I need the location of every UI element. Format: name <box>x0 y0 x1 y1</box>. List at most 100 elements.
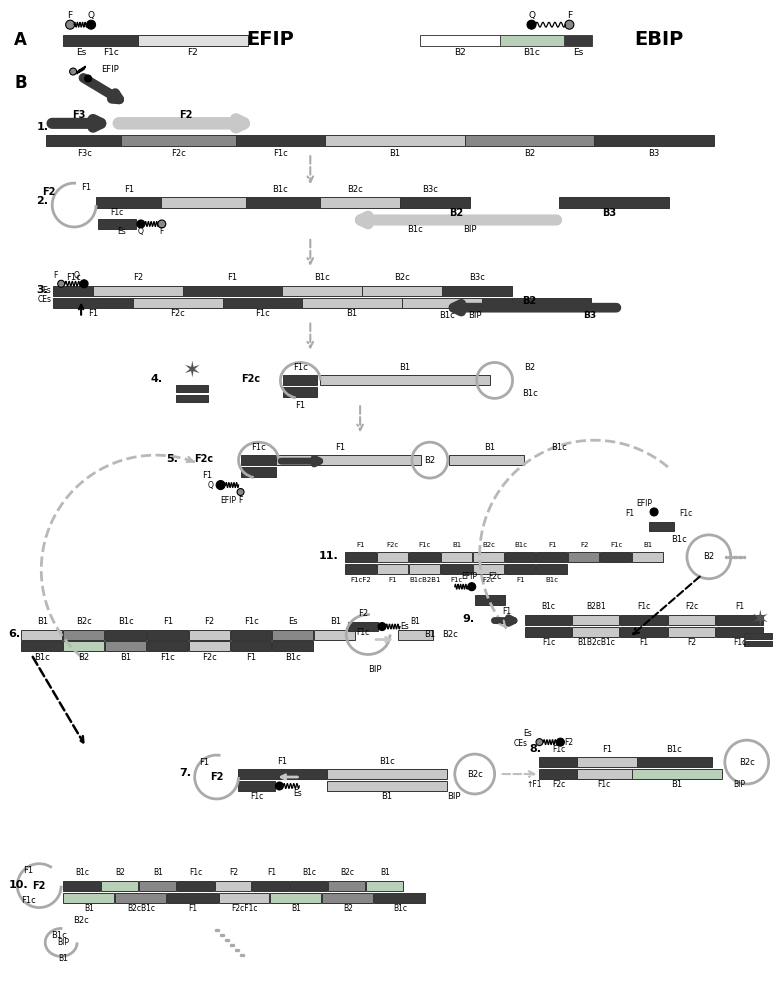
Circle shape <box>216 481 225 490</box>
Text: B3: B3 <box>602 208 616 218</box>
Bar <box>282 286 362 296</box>
Text: B1: B1 <box>292 904 301 913</box>
Bar <box>637 757 712 767</box>
Text: F: F <box>53 271 57 280</box>
Text: B1: B1 <box>329 617 341 626</box>
Text: B1c: B1c <box>671 535 687 544</box>
Text: F1: F1 <box>625 509 634 518</box>
Bar <box>620 627 667 637</box>
Text: B2c: B2c <box>76 617 92 626</box>
Circle shape <box>85 75 92 82</box>
Bar <box>133 298 223 308</box>
Text: F1c: F1c <box>637 602 651 611</box>
Circle shape <box>527 20 536 29</box>
Text: F1: F1 <box>735 602 744 611</box>
Text: B1c: B1c <box>34 653 50 662</box>
Bar <box>46 135 121 146</box>
Text: EFIP: EFIP <box>101 65 119 74</box>
Bar <box>96 197 161 208</box>
Text: B1c: B1c <box>379 757 395 766</box>
Circle shape <box>137 220 145 228</box>
Bar <box>572 627 619 637</box>
Text: F1c: F1c <box>66 273 81 282</box>
Text: Q: Q <box>528 11 535 20</box>
Bar <box>230 641 271 651</box>
Text: F2c: F2c <box>552 780 565 789</box>
Text: F2: F2 <box>179 110 192 120</box>
Bar <box>93 286 183 296</box>
Circle shape <box>86 20 96 29</box>
Bar <box>632 769 722 779</box>
Bar <box>64 881 100 891</box>
Bar <box>499 35 564 46</box>
Text: F2: F2 <box>33 881 46 891</box>
Text: 3.: 3. <box>36 285 48 295</box>
Text: F1c: F1c <box>189 868 202 877</box>
Text: F2c: F2c <box>241 374 260 384</box>
Text: B1: B1 <box>671 780 683 789</box>
Bar <box>328 881 365 891</box>
Text: 1.: 1. <box>36 122 49 132</box>
Text: B1c: B1c <box>314 273 330 282</box>
Text: F1c: F1c <box>451 577 463 583</box>
Text: F1c: F1c <box>250 792 263 801</box>
Bar <box>668 627 715 637</box>
Text: F2c: F2c <box>685 602 699 611</box>
Bar <box>560 197 669 208</box>
Text: B3: B3 <box>648 149 659 158</box>
Text: 11.: 11. <box>318 551 338 561</box>
Bar <box>474 595 505 605</box>
Text: 4.: 4. <box>151 374 163 384</box>
Text: BIP: BIP <box>468 311 481 320</box>
Text: F1c: F1c <box>111 208 124 217</box>
Circle shape <box>237 489 244 496</box>
Bar <box>64 630 104 640</box>
Text: B2: B2 <box>454 48 466 57</box>
Text: F1: F1 <box>227 273 238 282</box>
Text: BIP: BIP <box>733 780 745 789</box>
Bar <box>366 881 403 891</box>
Text: B1c: B1c <box>118 617 134 626</box>
Text: B1c: B1c <box>75 868 89 877</box>
Text: F1c: F1c <box>293 363 307 372</box>
Text: B1c: B1c <box>542 602 555 611</box>
Text: F1: F1 <box>200 758 210 767</box>
Text: F2cF1c: F2cF1c <box>231 904 258 913</box>
Text: B1c: B1c <box>407 225 423 234</box>
Bar <box>272 641 314 651</box>
Text: Q: Q <box>138 227 143 236</box>
Text: B2c: B2c <box>73 916 89 925</box>
Bar <box>101 881 138 891</box>
Bar <box>539 769 577 779</box>
Text: Es: Es <box>118 227 126 236</box>
Text: ✶: ✶ <box>751 610 770 630</box>
Text: Es: Es <box>289 617 298 626</box>
Text: B2: B2 <box>78 653 89 662</box>
Text: B1: B1 <box>121 653 132 662</box>
Text: F2: F2 <box>358 609 368 618</box>
Bar <box>577 757 637 767</box>
Bar <box>409 564 440 574</box>
Bar <box>374 893 425 903</box>
Text: F: F <box>238 496 243 505</box>
Bar <box>147 630 187 640</box>
Bar <box>138 35 248 46</box>
Bar <box>314 630 355 640</box>
Text: F2c: F2c <box>488 572 501 581</box>
Bar <box>327 781 447 791</box>
Text: F1: F1 <box>163 617 172 626</box>
Text: B1c: B1c <box>303 868 316 877</box>
Text: B1c: B1c <box>439 311 455 320</box>
Text: F3: F3 <box>72 110 85 120</box>
Bar <box>139 881 176 891</box>
Bar <box>402 298 481 308</box>
Text: B1c: B1c <box>546 577 559 583</box>
Text: B1cB2B1: B1cB2B1 <box>409 577 441 583</box>
Bar <box>536 564 568 574</box>
Text: B1c: B1c <box>285 653 301 662</box>
Text: Es: Es <box>400 622 408 631</box>
Bar <box>649 522 674 531</box>
Bar <box>235 135 325 146</box>
Text: Q: Q <box>208 481 213 490</box>
Text: EFIP: EFIP <box>220 496 237 505</box>
